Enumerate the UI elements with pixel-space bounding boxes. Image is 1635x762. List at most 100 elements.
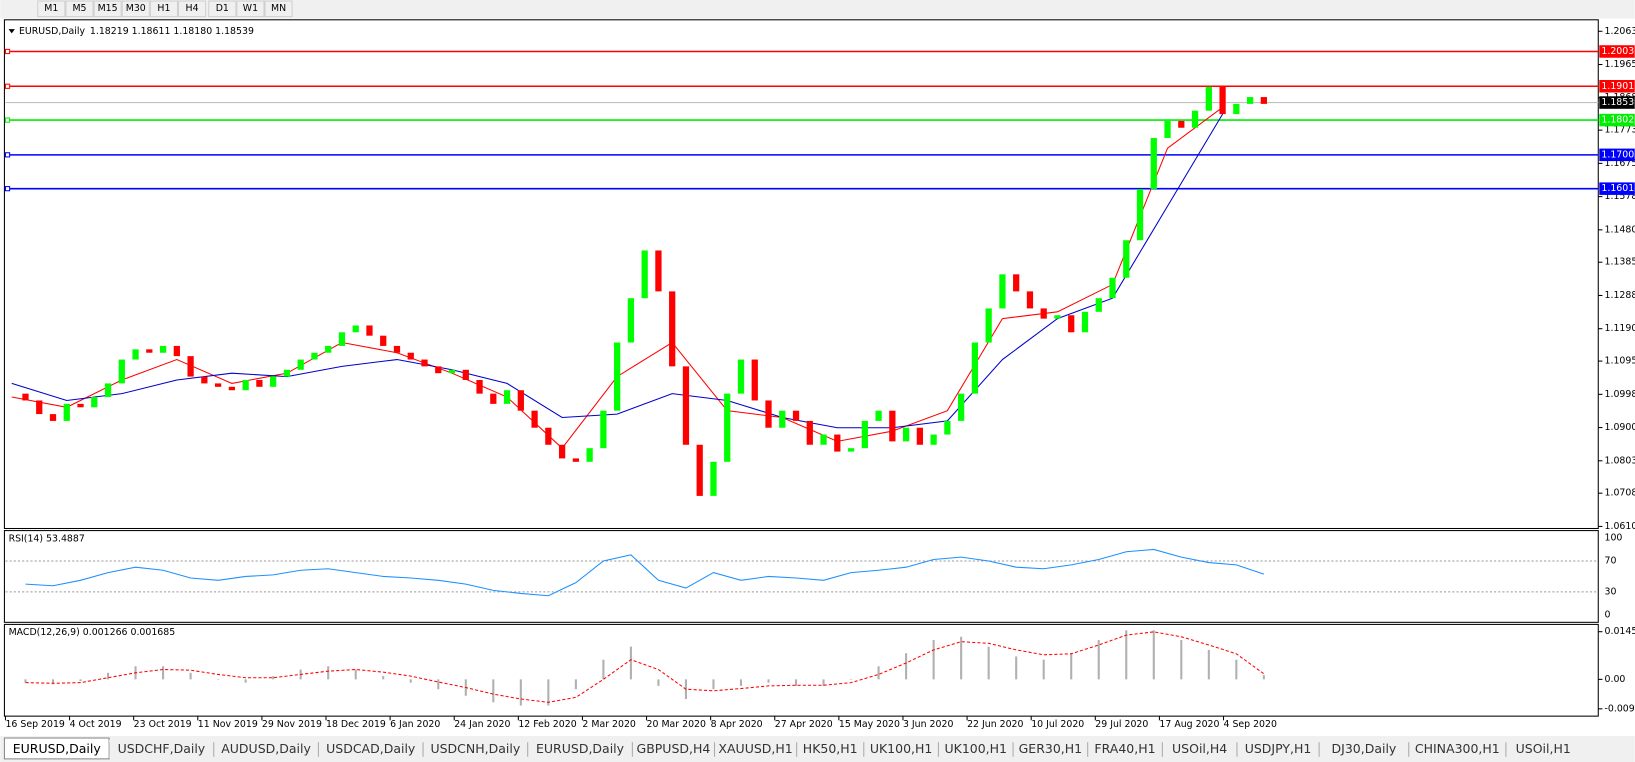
tab[interactable] [423, 740, 528, 758]
x-tick-label: 16 Sep 2019 [5, 719, 64, 730]
macd-bar [24, 679, 27, 683]
tab-label[interactable]: USDCNH,Daily [430, 741, 520, 756]
tab-label[interactable]: FRA40,H1 [1094, 741, 1155, 756]
macd-bar [657, 679, 660, 686]
tab-label[interactable]: USOil,H1 [1516, 741, 1571, 756]
tab-label[interactable]: GER30,H1 [1019, 741, 1083, 756]
candle [1178, 120, 1185, 128]
x-tick-label: 27 Apr 2020 [775, 719, 833, 730]
tab-label[interactable]: UK100,H1 [944, 741, 1007, 756]
main-panel [3, 19, 1599, 530]
tab-label[interactable]: XAUUSD,H1 [718, 741, 792, 756]
timeframe-label[interactable]: H1 [157, 3, 170, 14]
candle [1095, 298, 1102, 312]
candle [490, 393, 497, 404]
candle [1026, 291, 1034, 309]
timeframe-label[interactable]: M30 [126, 3, 146, 14]
candle [627, 298, 635, 343]
tab-label[interactable]: HK50,H1 [803, 741, 858, 756]
candle [958, 393, 965, 421]
timeframe-label[interactable]: M15 [98, 3, 118, 14]
tab[interactable] [632, 740, 715, 758]
timeframe-label[interactable]: M1 [44, 3, 58, 14]
timeframe-label[interactable]: MN [271, 3, 286, 14]
candle [572, 458, 579, 462]
candle [325, 345, 332, 353]
x-tick-label: 18 Dec 2019 [326, 719, 386, 730]
timeframe-label[interactable]: M5 [72, 3, 86, 14]
candle [999, 274, 1006, 309]
tab[interactable] [1013, 740, 1088, 758]
timeframe-button[interactable] [121, 0, 150, 18]
timeframe-label[interactable]: D1 [216, 3, 229, 14]
timeframe-button[interactable] [93, 0, 122, 18]
tab-label[interactable]: USDJPY,H1 [1245, 741, 1312, 756]
tab[interactable] [1162, 740, 1237, 758]
macd-bar [1207, 649, 1210, 680]
x-tick-label: 22 Jun 2020 [967, 719, 1023, 730]
level-label: 1.20037 [1601, 46, 1635, 57]
level-handle[interactable] [4, 48, 11, 55]
timeframe-button[interactable] [208, 0, 237, 18]
macd-bar [1180, 640, 1183, 680]
x-tick-label: 4 Oct 2019 [70, 719, 122, 730]
tab[interactable] [1505, 740, 1581, 758]
candle [118, 359, 125, 384]
candle [1233, 103, 1240, 115]
x-tick-label: 20 Mar 2020 [647, 719, 706, 730]
macd-signal [25, 631, 1265, 703]
candle [22, 393, 29, 401]
tab[interactable] [1408, 740, 1506, 758]
candle [765, 400, 772, 428]
tab[interactable] [1319, 740, 1409, 758]
candle [214, 383, 222, 387]
tab-label[interactable]: CHINA300,H1 [1415, 741, 1500, 756]
tab[interactable] [796, 740, 864, 758]
candle [902, 427, 910, 442]
quote: 1.18219 1.18611 1.18180 1.18539 [90, 26, 254, 37]
tab[interactable] [1087, 740, 1163, 758]
candle [448, 369, 456, 374]
tab[interactable] [938, 740, 1014, 758]
tab-label[interactable]: DJ30,Daily [1332, 741, 1397, 756]
tab-label[interactable]: USOil,H4 [1172, 741, 1227, 756]
y-tick-label: 1.15780 [1605, 191, 1635, 202]
timeframe-button[interactable] [37, 0, 66, 18]
tab-label[interactable]: UK100,H1 [870, 741, 933, 756]
tab[interactable] [863, 740, 939, 758]
chart-window [0, 18, 1635, 762]
tab[interactable] [1236, 740, 1320, 758]
rsi-tick-label: 0 [1605, 610, 1611, 621]
timeframe-button[interactable] [177, 0, 207, 18]
level-label: 1.16013 [1601, 183, 1635, 194]
tab-label[interactable]: EURUSD,Daily [536, 741, 625, 756]
level-handle[interactable] [4, 117, 11, 123]
macd-bar [1042, 659, 1045, 680]
timeframe-button[interactable] [236, 0, 265, 18]
level-handle[interactable] [4, 186, 11, 192]
tab[interactable] [714, 740, 797, 758]
tab[interactable] [109, 740, 214, 758]
candle [545, 427, 552, 445]
timeframe-label[interactable]: W1 [243, 3, 258, 14]
timeframe-button[interactable] [149, 0, 178, 18]
level-handle[interactable] [4, 83, 11, 89]
tab[interactable] [527, 740, 633, 758]
tab-label[interactable]: USDCHF,Daily [118, 741, 206, 756]
rsi-line [25, 548, 1265, 597]
tab-label[interactable]: USDCAD,Daily [326, 741, 416, 756]
timeframe-label[interactable]: H4 [186, 3, 199, 14]
candle [77, 403, 84, 408]
tab[interactable] [213, 740, 319, 758]
level-handle[interactable] [4, 152, 11, 158]
dropdown-icon[interactable] [8, 29, 15, 34]
tab[interactable] [318, 740, 424, 758]
tab-label[interactable]: AUDUSD,Daily [221, 741, 311, 756]
tab-label[interactable]: EURUSD,Daily [13, 741, 102, 756]
macd-tick-label: 0.01455 [1605, 626, 1635, 637]
timeframe-button[interactable] [264, 0, 293, 18]
candle [256, 380, 263, 387]
candle [724, 393, 731, 462]
tab-label[interactable]: GBPUSD,H4 [637, 741, 711, 756]
timeframe-button[interactable] [65, 0, 94, 18]
